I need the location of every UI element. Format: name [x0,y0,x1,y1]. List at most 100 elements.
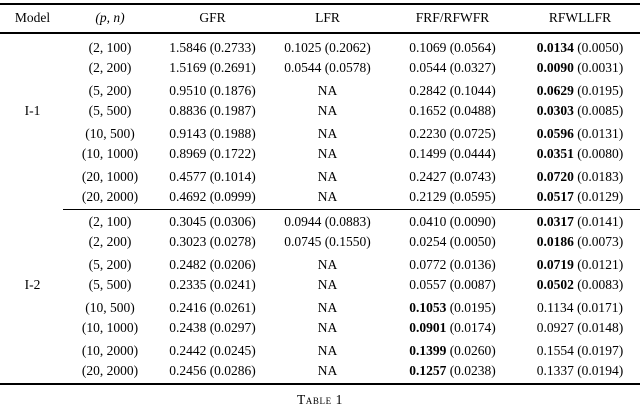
std-error: (0.1044) [446,83,496,98]
value: 0.2230 [409,126,447,141]
metric-cell-lfr: NA [270,169,385,185]
value: NA [317,126,338,141]
metric-cell-frf_rfwfr: 0.2842 (0.1044) [385,83,520,99]
best-value: 0.0303 [536,103,574,118]
metric-cell-lfr: NA [270,146,385,162]
pn-cell: (10, 2000) [81,343,139,358]
value: 0.0557 [409,277,447,292]
metric-cell-rfwllfr: 0.0720 (0.0183) [520,169,640,185]
std-error: (0.0090) [446,214,496,229]
table-row: (5, 500) 0.8836 (0.1987) NA 0.1652 (0.0488)… [0,101,640,121]
value: 0.3045 [169,214,207,229]
metric-cell-frf_rfwfr: 0.1399 (0.0260) [385,343,520,359]
std-error: (0.0260) [446,343,496,358]
model-section: I-2 (2, 100) 0.3045 (0.0306) 0.0944 (0.0883… [0,212,640,381]
value: 0.0410 [409,214,447,229]
metric-cell-rfwllfr: 0.0517 (0.0129) [520,189,640,205]
std-error: (0.0564) [446,40,496,55]
value: 0.4577 [169,169,207,184]
table-body: I-1 (2, 100) 1.5846 (0.2733) 0.1025 (0.2062… [0,34,640,381]
pn-cell: (20, 2000) [81,189,139,204]
pn-cell: (5, 200) [88,257,132,272]
value: 0.0745 [284,234,322,249]
best-value: 0.0901 [409,320,447,335]
metric-cell-gfr: 0.8836 (0.1987) [155,103,270,119]
std-error: (0.1876) [206,83,256,98]
pn-cell: (5, 200) [88,83,132,98]
model-section: I-1 (2, 100) 1.5846 (0.2733) 0.1025 (0.2062… [0,38,640,207]
std-error: (0.0121) [573,257,624,272]
table-header-rule [0,32,640,34]
table-row: (2, 100) 0.3045 (0.0306) 0.0944 (0.0883) 0.… [0,212,640,232]
std-error: (0.0031) [573,60,624,75]
pn-cell: (20, 1000) [81,169,139,184]
metric-cell-rfwllfr: 0.0317 (0.0141) [520,214,640,230]
value: 0.2129 [409,189,447,204]
metric-cell-rfwllfr: 0.0596 (0.0131) [520,126,640,142]
best-value: 0.0502 [536,277,574,292]
std-error: (0.0488) [446,103,496,118]
std-error: (0.0129) [573,189,624,204]
model-label: I-1 [24,102,41,118]
best-value: 0.0596 [536,126,574,141]
metric-cell-gfr: 1.5846 (0.2733) [155,40,270,56]
std-error: (0.0136) [446,257,496,272]
best-value: 0.0719 [536,257,574,272]
std-error: (0.0297) [206,320,256,335]
value: 0.0254 [409,234,447,249]
std-error: (0.0206) [206,257,256,272]
table-row: (2, 200) 1.5169 (0.2691) 0.0544 (0.0578) 0.… [0,58,640,78]
metric-cell-frf_rfwfr: 0.2129 (0.0595) [385,189,520,205]
value: 0.2442 [169,343,207,358]
metric-cell-gfr: 1.5169 (0.2691) [155,60,270,76]
metric-cell-gfr: 0.2438 (0.0297) [155,320,270,336]
metric-cell-rfwllfr: 0.0134 (0.0050) [520,40,640,56]
paper-results-table-page: Model (p, n) GFR LFR FRF/RFWFR RFWLLFR I… [0,3,640,406]
value: 0.1069 [409,40,447,55]
metric-cell-frf_rfwfr: 0.1652 (0.0488) [385,103,520,119]
std-error: (0.0194) [573,363,624,378]
metric-cell-lfr: 0.0944 (0.0883) [270,214,385,230]
pn-cell: (10, 1000) [81,146,139,161]
best-value: 0.1399 [409,343,447,358]
value: NA [317,320,338,335]
metric-cell-frf_rfwfr: 0.0901 (0.0174) [385,320,520,336]
table-row: (20, 2000) 0.2456 (0.0286) NA 0.1257 (0.023… [0,361,640,381]
metric-cell-frf_rfwfr: 0.0254 (0.0050) [385,234,520,250]
value: 1.5846 [169,40,207,55]
pn-cell: (2, 200) [88,234,132,249]
value: 0.2416 [169,300,207,315]
value: NA [317,343,338,358]
pn-cell: (10, 500) [85,300,135,315]
metric-cell-lfr: NA [270,103,385,119]
metric-cell-lfr: NA [270,277,385,293]
value: 0.9143 [169,126,207,141]
value: 0.1652 [409,103,447,118]
table-row: (10, 1000) 0.8969 (0.1722) NA 0.1499 (0.044… [0,144,640,164]
std-error: (0.0195) [446,300,496,315]
std-error: (0.2691) [206,60,256,75]
best-value: 0.0351 [536,146,574,161]
std-error: (0.0195) [573,83,624,98]
metric-cell-rfwllfr: 0.0629 (0.0195) [520,83,640,99]
value: 0.2456 [169,363,207,378]
std-error: (0.0999) [206,189,256,204]
metric-cell-lfr: NA [270,343,385,359]
value: NA [317,83,338,98]
best-value: 0.0186 [536,234,574,249]
value: 0.8969 [169,146,207,161]
value: NA [317,189,338,204]
value: 0.0927 [536,320,574,335]
value: 0.1134 [536,300,574,315]
metric-cell-rfwllfr: 0.1554 (0.0197) [520,343,640,359]
best-value: 0.1257 [409,363,447,378]
metric-cell-frf_rfwfr: 0.2230 (0.0725) [385,126,520,142]
std-error: (0.0148) [573,320,624,335]
value: 0.1337 [536,363,574,378]
metric-cell-gfr: 0.4692 (0.0999) [155,189,270,205]
pn-cell: (2, 200) [88,60,132,75]
table-row: (20, 1000) 0.4577 (0.1014) NA 0.2427 (0.074… [0,167,640,187]
std-error: (0.1550) [321,234,371,249]
best-value: 0.0090 [536,60,574,75]
metric-cell-rfwllfr: 0.0719 (0.0121) [520,257,640,273]
